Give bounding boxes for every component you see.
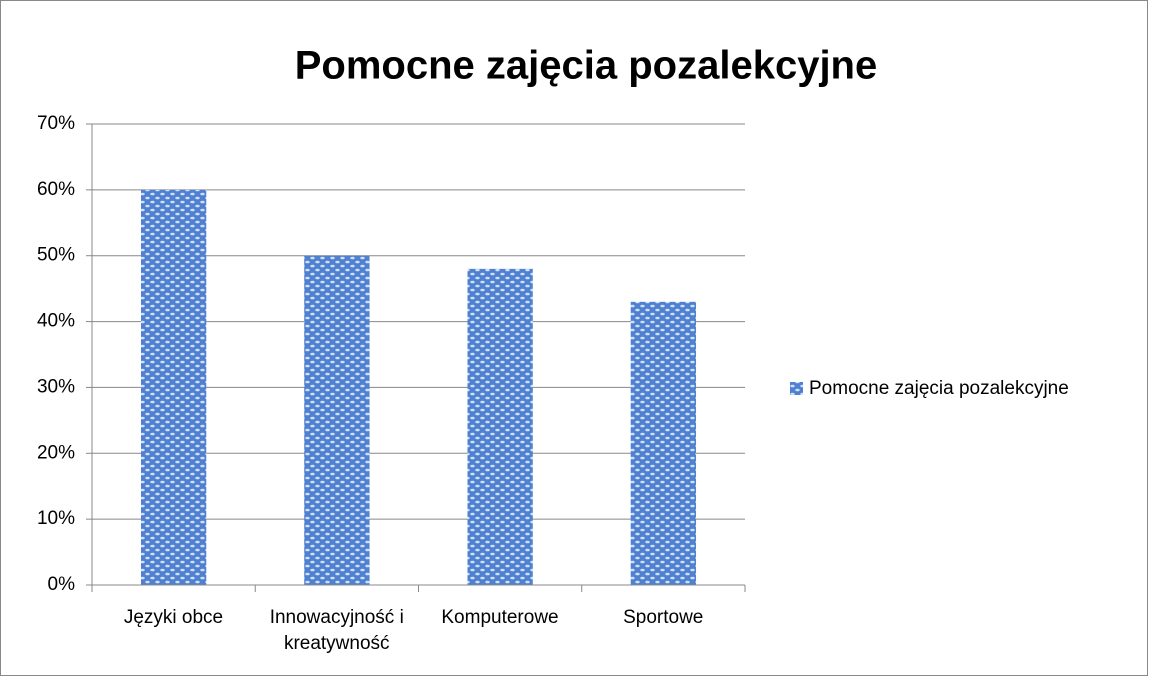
x-tick-label: Komputerowe [441, 607, 559, 628]
y-tick-label: 50% [37, 245, 75, 266]
bar [140, 189, 207, 585]
y-tick-label: 70% [37, 113, 75, 134]
y-tick-label: 40% [37, 311, 75, 332]
x-tick-label: Języki obce [123, 607, 224, 628]
y-tick-label: 0% [48, 574, 76, 595]
legend-label: Pomocne zajęcia pozalekcyjne [809, 378, 1069, 399]
y-tick-label: 10% [37, 508, 75, 529]
chart-title: Pomocne zajęcia pozalekcyjne [295, 44, 877, 88]
x-tick-label: Sportowe [623, 607, 704, 628]
bar [467, 268, 533, 585]
bar [630, 301, 697, 585]
bar [304, 255, 370, 585]
y-tick-label: 20% [37, 442, 75, 463]
x-tick-label: Innowacyjność i kreatywność [269, 607, 404, 654]
legend-swatch [790, 382, 803, 395]
y-tick-label: 60% [37, 179, 75, 200]
y-tick-label: 30% [37, 376, 75, 397]
